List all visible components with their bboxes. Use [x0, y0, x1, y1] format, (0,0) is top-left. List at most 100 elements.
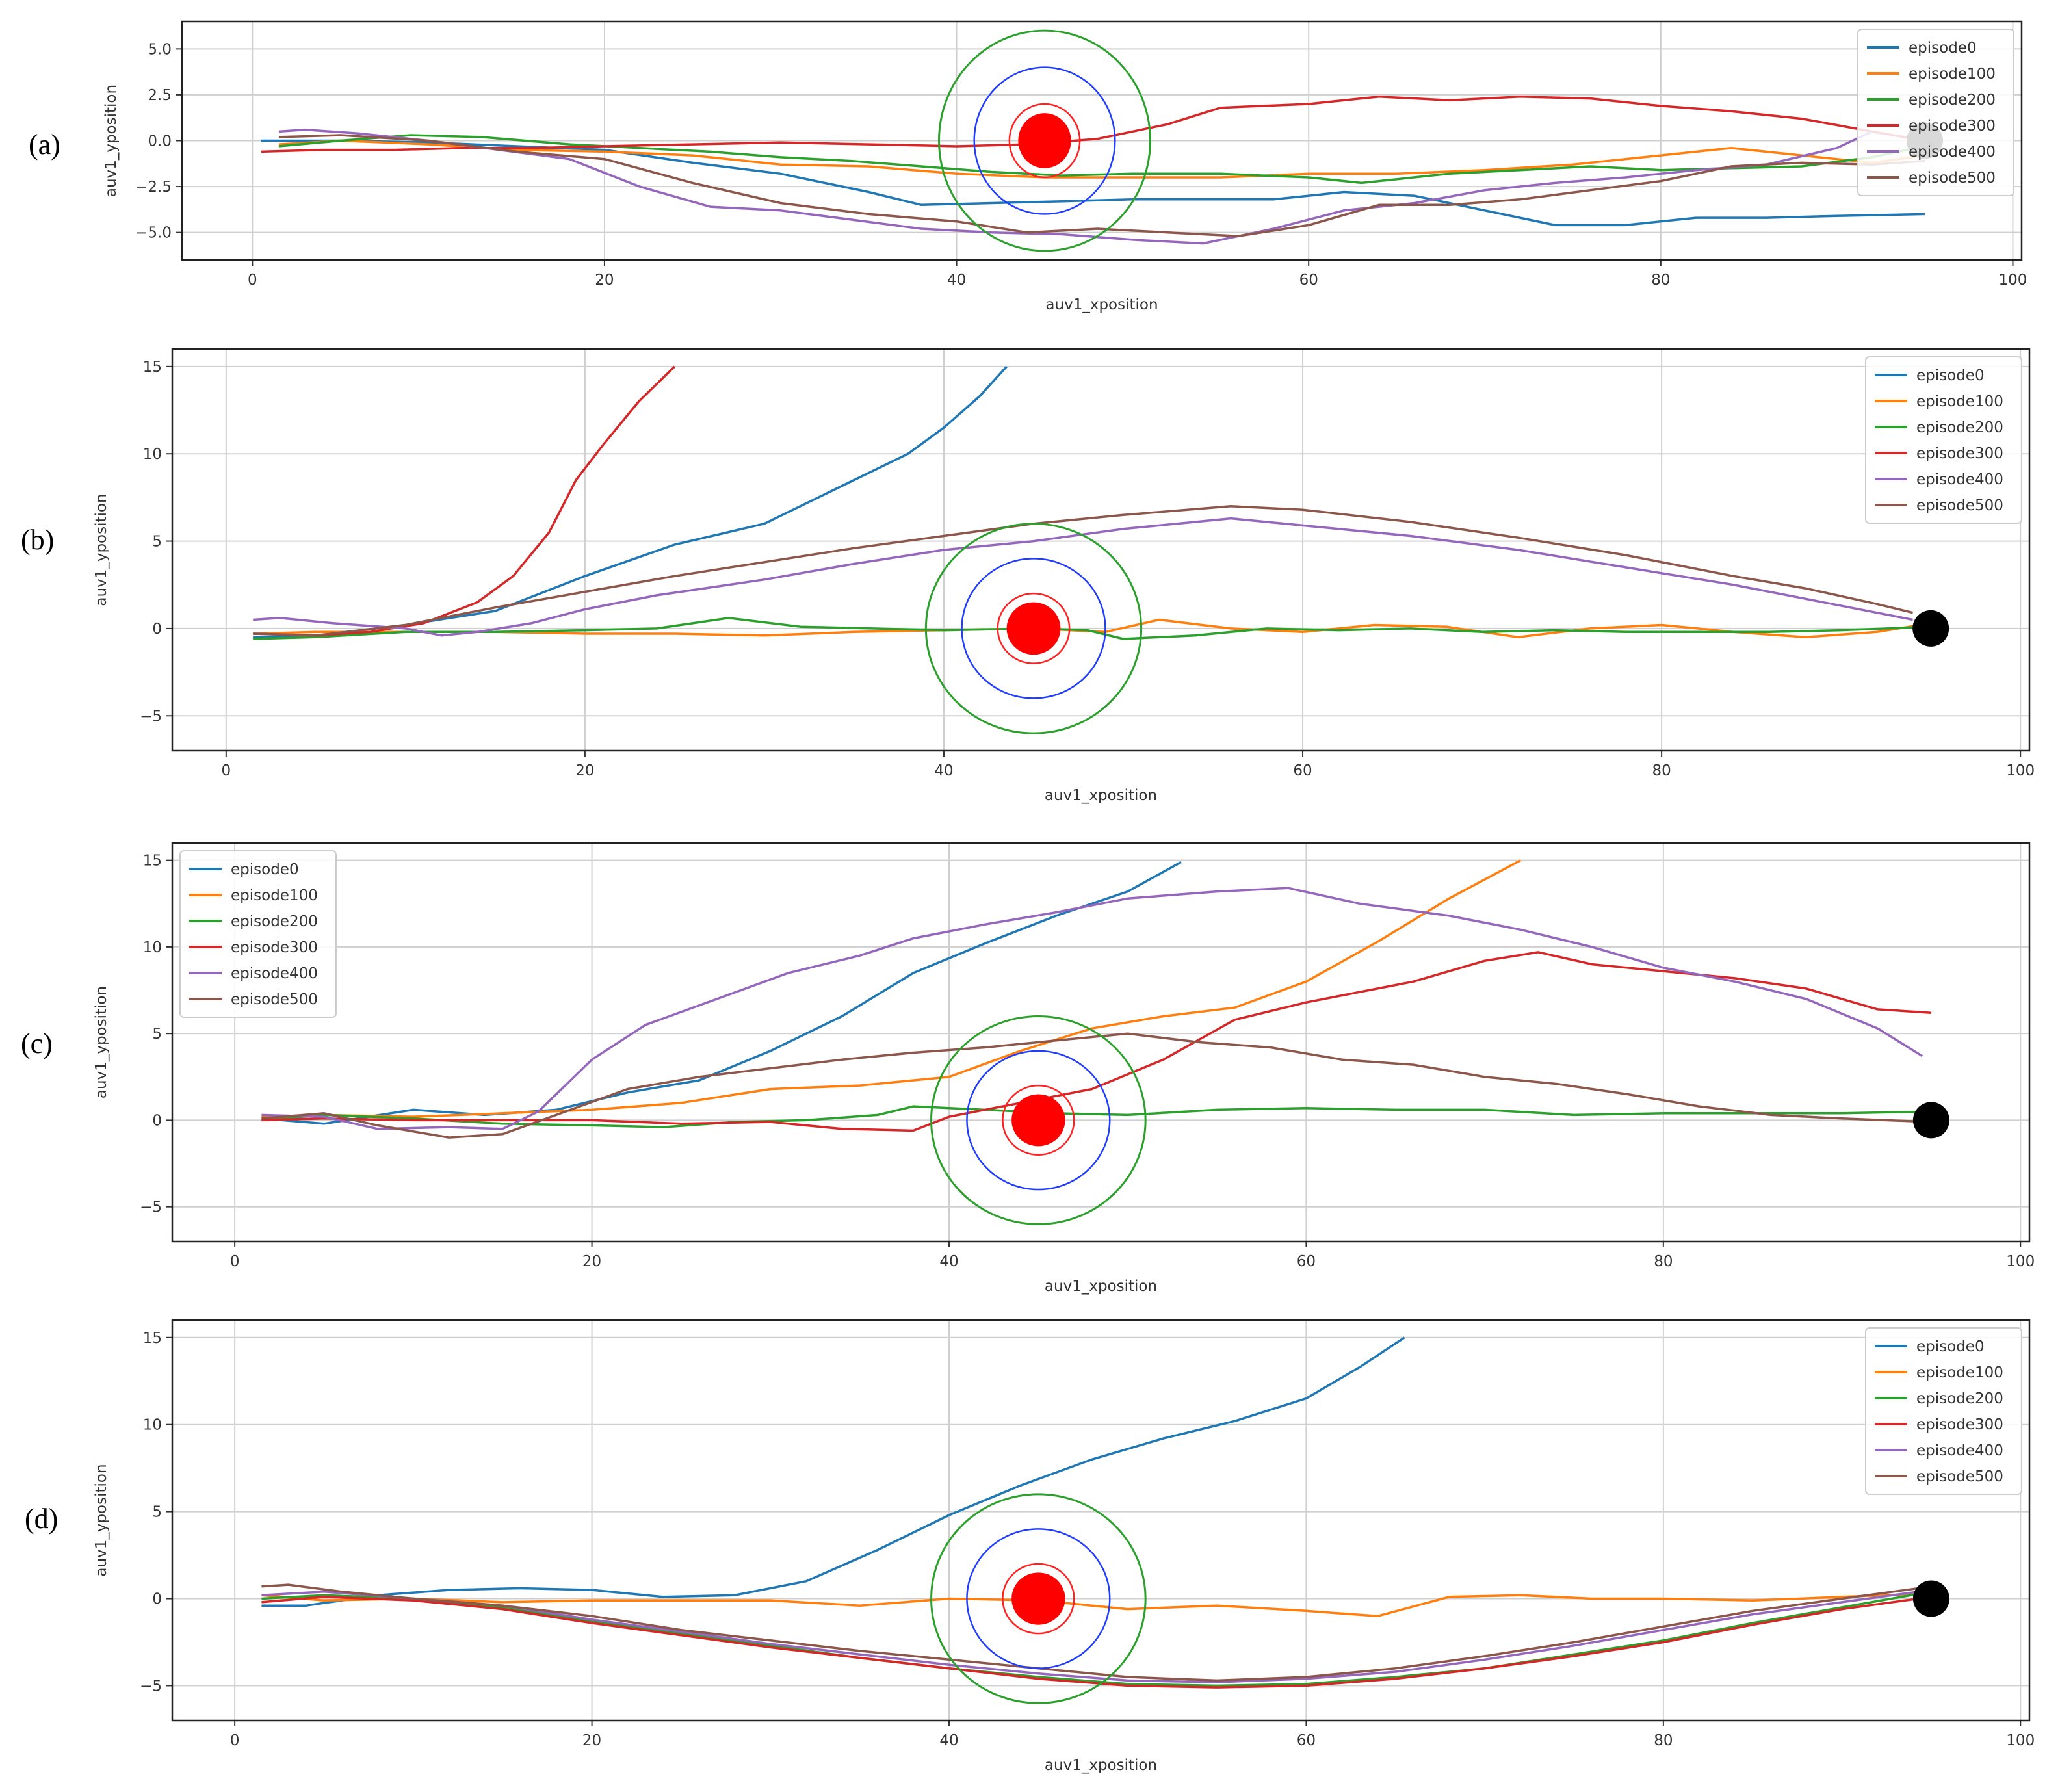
plot-area — [172, 1320, 2029, 1721]
axes-frame — [171, 348, 2031, 752]
x-tick-label: 40 — [939, 1253, 958, 1270]
legend: episode0 episode100 episode200 episode300 ep… — [1857, 29, 2014, 196]
series-line-episode0 — [261, 1336, 1405, 1607]
legend-box — [1857, 29, 2014, 196]
legend: episode0 episode100 episode200 episode300 ep… — [179, 850, 337, 1018]
x-tick-label: 40 — [947, 272, 966, 289]
safety-circle-green — [930, 1015, 1147, 1225]
y-axis-label: auv1_yposition — [93, 986, 110, 1098]
x-tick-label: 20 — [595, 272, 614, 289]
legend-label-episode400: episode400 — [1916, 471, 2003, 488]
x-tick-label: 60 — [1297, 1253, 1316, 1270]
legend-label-episode300: episode300 — [1916, 1416, 2003, 1433]
y-tick-label: −5 — [140, 1678, 162, 1695]
panel-label: (c) — [21, 1028, 53, 1059]
series-line-episode400 — [261, 887, 1923, 1130]
x-axis-label: auv1_xposition — [1045, 1757, 1157, 1774]
series-line-episode500 — [278, 134, 1925, 238]
legend-label-episode500: episode500 — [1909, 170, 1996, 187]
x-axis-label: auv1_xposition — [1045, 1278, 1157, 1295]
safety-circle-green — [924, 523, 1143, 734]
legend-box — [1865, 1327, 2022, 1495]
obstacle-marker — [1011, 1094, 1065, 1147]
y-tick-label: 2.5 — [148, 87, 172, 104]
y-tick-label: 15 — [143, 359, 162, 376]
legend-label-episode400: episode400 — [231, 965, 318, 982]
panel-c: (c) 0 20 40 60 80 100 −5 0 5 10 15 auv1_xposition auv… — [21, 842, 2035, 1295]
legend-label-episode300: episode300 — [1916, 445, 2003, 462]
legend-label-episode500: episode500 — [231, 991, 318, 1008]
detection-circle-blue — [973, 66, 1116, 215]
x-tick-label: 80 — [1652, 762, 1671, 779]
x-axis-label: auv1_xposition — [1045, 787, 1157, 804]
x-tick-label: 80 — [1654, 1732, 1673, 1749]
y-tick-label: 15 — [143, 853, 162, 870]
axes-frame — [171, 842, 2031, 1243]
y-tick-label: 15 — [143, 1330, 162, 1347]
series-line-episode200 — [278, 134, 1925, 185]
x-tick-label: 40 — [934, 762, 953, 779]
series-group — [261, 859, 1932, 1225]
series-line-episode400 — [253, 517, 1913, 637]
legend-label-episode300: episode300 — [231, 939, 318, 956]
series-line-episode100 — [261, 1592, 1931, 1618]
series-line-episode300 — [261, 1596, 1932, 1689]
y-tick-label: −2.5 — [135, 179, 172, 196]
series-line-episode0 — [261, 861, 1182, 1125]
x-tick-label: 40 — [939, 1732, 958, 1749]
legend-label-episode200: episode200 — [1909, 92, 1996, 109]
y-tick-label: 0 — [152, 1591, 162, 1608]
x-tick-label: 100 — [2006, 762, 2035, 779]
y-tick-label: 5 — [152, 1026, 162, 1043]
legend-label-episode0: episode0 — [231, 861, 299, 878]
plot-area — [172, 843, 2029, 1241]
legend: episode0 episode100 episode200 episode300 ep… — [1865, 1327, 2022, 1495]
obstacle-ring — [997, 592, 1071, 664]
x-tick-label: 60 — [1293, 762, 1312, 779]
series-line-episode500 — [261, 1032, 1931, 1139]
obstacle-ring — [1002, 1563, 1075, 1635]
axes-frame — [181, 20, 2023, 261]
x-tick-label: 100 — [2006, 1253, 2035, 1270]
obstacle-ring — [1002, 1084, 1075, 1156]
y-tick-label: 10 — [143, 939, 162, 956]
y-axis-label: auv1_yposition — [103, 84, 120, 197]
goal-marker — [1912, 610, 1949, 647]
goal-marker — [1912, 1580, 1949, 1617]
x-tick-label: 80 — [1654, 1253, 1673, 1270]
obstacle-marker — [1011, 1572, 1065, 1625]
series-line-episode100 — [253, 618, 1931, 639]
legend: episode0 episode100 episode200 episode300 ep… — [1865, 356, 2022, 524]
y-tick-label: −5 — [140, 708, 162, 725]
panel-b: (b) 0 20 40 60 80 100 −5 0 5 10 15 auv1_xposition auv… — [21, 348, 2035, 804]
goal-marker — [1912, 1102, 1949, 1139]
series-line-episode100 — [278, 139, 1925, 179]
series-line-episode300 — [253, 365, 676, 637]
x-tick-label: 100 — [2006, 1732, 2035, 1749]
panel-label: (b) — [21, 524, 54, 556]
x-axis-label: auv1_xposition — [1045, 296, 1158, 313]
x-tick-label: 0 — [248, 272, 257, 289]
legend-box — [179, 850, 337, 1018]
legend-label-episode500: episode500 — [1916, 1468, 2003, 1485]
series-line-episode0 — [261, 139, 1925, 227]
x-tick-label: 0 — [230, 1732, 240, 1749]
series-line-episode300 — [261, 951, 1932, 1132]
obstacle-marker — [1006, 602, 1061, 655]
legend-label-episode0: episode0 — [1909, 40, 1977, 57]
series-group — [253, 365, 1931, 734]
series-group — [261, 29, 1925, 252]
y-tick-label: −5 — [140, 1199, 162, 1216]
plot-area — [172, 349, 2029, 751]
y-tick-label: 0.0 — [148, 133, 172, 150]
legend-label-episode100: episode100 — [1909, 66, 1996, 83]
x-tick-label: 60 — [1299, 272, 1318, 289]
x-tick-label: 0 — [230, 1253, 240, 1270]
x-tick-label: 20 — [582, 1253, 601, 1270]
safety-circle-green — [930, 1493, 1147, 1704]
detection-circle-blue — [961, 558, 1106, 699]
legend-label-episode300: episode300 — [1909, 118, 1996, 135]
panel-label: (d) — [25, 1503, 58, 1535]
x-tick-label: 20 — [582, 1732, 601, 1749]
